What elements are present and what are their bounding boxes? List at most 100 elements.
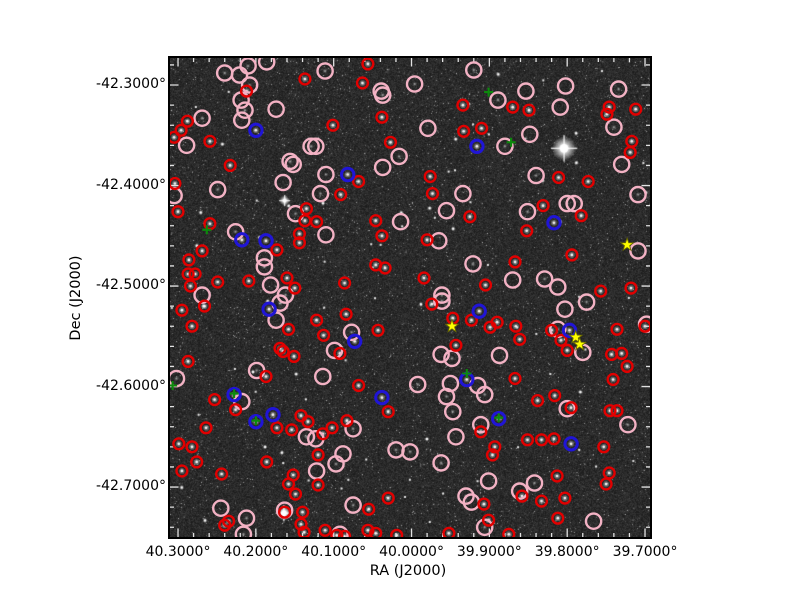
red-open-circles-marker	[270, 421, 284, 435]
pink-open-circles-marker	[629, 185, 647, 204]
pink-open-circles-marker	[240, 76, 259, 94]
red-open-circles-marker	[534, 433, 549, 447]
blue-open-circles-marker	[226, 386, 242, 403]
pink-open-circles-marker	[284, 155, 302, 174]
red-open-circles-marker	[369, 214, 383, 228]
pink-open-circles-marker	[489, 91, 507, 109]
red-open-circles-marker	[288, 281, 302, 295]
green-cross-marker	[484, 87, 494, 97]
pink-open-circles-marker	[208, 180, 227, 199]
red-open-circles-marker	[281, 477, 296, 491]
pink-open-circles-marker	[490, 346, 509, 365]
red-open-circles-marker	[172, 437, 186, 451]
red-open-circles-marker	[600, 107, 614, 121]
red-open-circles-marker	[425, 297, 439, 311]
red-open-circles-marker	[207, 393, 222, 407]
red-open-circles-marker	[594, 284, 608, 298]
red-open-circles-marker	[333, 346, 347, 361]
pink-open-circles-marker	[236, 101, 254, 120]
pink-open-circles-marker	[342, 323, 361, 342]
red-open-circles-marker	[214, 467, 229, 481]
red-open-circles-marker	[181, 354, 195, 369]
blue-open-circles-marker	[374, 389, 390, 406]
pink-open-circles-marker	[405, 75, 424, 93]
red-open-circles-marker	[610, 404, 624, 418]
red-open-circles-marker	[615, 346, 629, 361]
red-open-circles-marker	[625, 134, 639, 148]
red-open-circles-marker	[520, 224, 534, 238]
red-open-circles-marker	[513, 332, 527, 346]
red-open-circles-marker	[195, 244, 209, 258]
red-open-circles-marker	[190, 455, 204, 469]
pink-open-circles-marker	[193, 286, 211, 304]
red-open-circles-marker	[270, 243, 284, 257]
red-open-circles-marker	[624, 281, 638, 295]
plot-area	[168, 56, 652, 539]
red-open-circles-marker	[317, 328, 331, 342]
red-open-circles-marker	[281, 322, 296, 336]
red-open-circles-marker	[581, 174, 595, 189]
red-open-circles-marker	[551, 511, 565, 525]
pink-open-circles-marker	[390, 147, 408, 166]
red-open-circles-marker	[339, 307, 353, 321]
red-open-circles-marker	[574, 209, 588, 223]
red-open-circles-marker	[423, 169, 437, 184]
red-open-circles-marker	[490, 315, 504, 329]
pink-open-circles-marker	[503, 271, 522, 289]
red-open-circles-marker	[180, 114, 195, 128]
pink-open-circles-marker	[387, 441, 405, 459]
blue-open-circles-marker	[471, 303, 487, 319]
green-cross-marker	[494, 413, 504, 423]
pink-open-circles-marker	[297, 427, 316, 446]
red-open-circles-marker	[488, 440, 502, 454]
green-cross-marker	[251, 416, 261, 426]
pink-open-circles-marker	[527, 166, 545, 185]
pink-open-circles-marker	[267, 100, 285, 119]
y-tick-label: -42.6000°	[96, 377, 166, 394]
red-open-circles-marker	[550, 469, 564, 483]
red-open-circles-marker	[259, 369, 273, 384]
blue-open-circles-marker	[491, 411, 507, 427]
yellow-star-marker	[619, 236, 635, 252]
blue-open-circles-marker	[248, 122, 264, 139]
x-tick-label: 39.9000°	[456, 544, 522, 560]
pink-open-circles-marker	[556, 77, 575, 95]
red-open-circles-marker	[299, 202, 314, 216]
pink-open-circles-marker	[233, 111, 251, 130]
pink-open-circles-marker	[391, 212, 410, 231]
red-open-circles-marker	[352, 378, 366, 393]
x-tick-label: 39.8000°	[534, 544, 600, 560]
red-open-circles-marker	[474, 425, 488, 439]
red-open-circles-marker	[310, 215, 324, 229]
pink-open-circles-marker	[629, 242, 647, 260]
pink-open-circles-marker	[475, 518, 494, 537]
x-tick-label: 39.7000°	[612, 544, 678, 560]
pink-open-circles-marker	[479, 472, 498, 490]
red-open-circles-marker	[361, 523, 375, 537]
green-cross-marker	[229, 389, 239, 399]
green-cross-marker	[506, 137, 516, 147]
pink-open-circles-marker	[565, 194, 584, 213]
red-open-circles-marker	[565, 248, 579, 262]
pink-open-circles-marker	[239, 58, 257, 75]
red-open-circles-marker	[316, 427, 330, 441]
red-open-circles-marker	[296, 505, 310, 519]
pink-open-circles-marker	[433, 286, 451, 304]
source-markers-overlay	[170, 58, 650, 537]
red-open-circles-marker	[381, 405, 395, 419]
pink-open-circles-marker	[302, 137, 320, 156]
red-open-circles-marker	[502, 527, 516, 537]
red-open-circles-marker	[338, 276, 352, 290]
pink-open-circles-marker	[443, 349, 461, 368]
red-open-circles-marker	[294, 409, 308, 423]
pink-open-circles-marker	[457, 487, 475, 505]
red-open-circles-marker	[425, 187, 440, 201]
red-open-circles-marker	[515, 489, 529, 503]
red-open-circles-marker	[522, 103, 536, 117]
red-open-circles-marker	[170, 130, 181, 144]
pink-open-circles-marker	[535, 270, 554, 288]
red-open-circles-marker	[330, 528, 344, 537]
blue-open-circles-marker	[546, 215, 562, 231]
pink-open-circles-marker	[584, 512, 603, 531]
red-open-circles-marker	[638, 319, 650, 333]
